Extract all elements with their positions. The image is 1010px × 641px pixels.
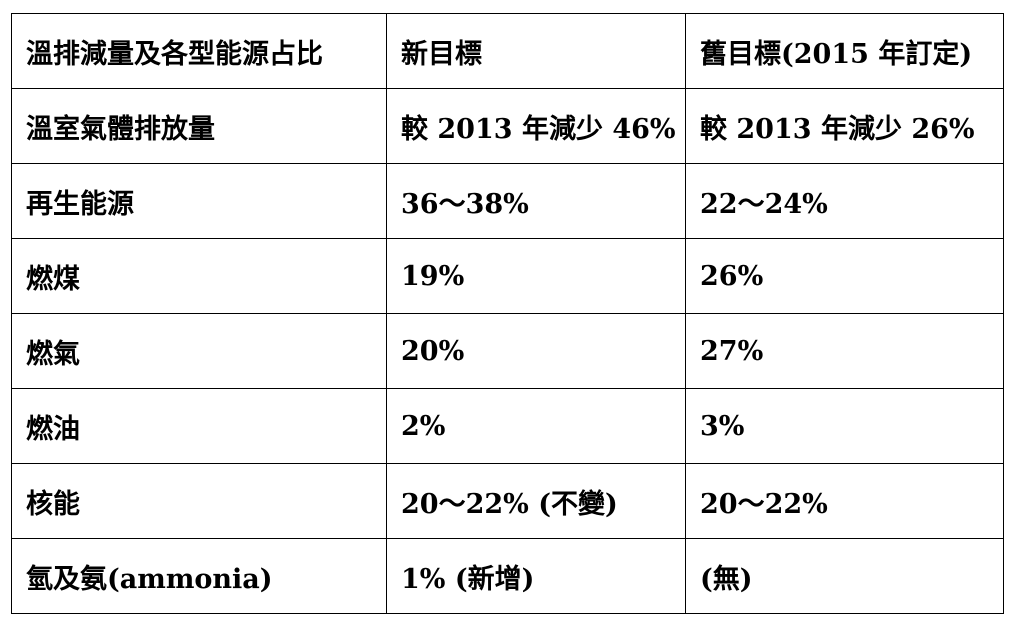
table-row: 燃油 2% 3% — [11, 388, 1004, 464]
row-label: 再生能源 — [11, 163, 387, 239]
old-target-value: 26% — [685, 238, 1004, 314]
row-label: 溫室氣體排放量 — [11, 88, 387, 164]
table-row: 燃煤 19% 26% — [11, 238, 1004, 314]
row-label: 燃氣 — [11, 313, 387, 389]
old-target-value: 20～22% — [685, 463, 1004, 539]
old-target-value: 22～24% — [685, 163, 1004, 239]
table-row: 燃氣 20% 27% — [11, 313, 1004, 389]
row-label: 燃煤 — [11, 238, 387, 314]
new-target-value: 較 2013 年減少 46% — [386, 88, 686, 164]
old-target-value: 3% — [685, 388, 1004, 464]
header-new-target: 新目標 — [386, 13, 686, 89]
new-target-value: 1% (新增) — [386, 538, 686, 614]
new-target-value: 2% — [386, 388, 686, 464]
row-label: 燃油 — [11, 388, 387, 464]
table-row: 再生能源 36～38% 22～24% — [11, 163, 1004, 239]
old-target-value: 較 2013 年減少 26% — [685, 88, 1004, 164]
new-target-value: 20～22% (不變) — [386, 463, 686, 539]
new-target-value: 36～38% — [386, 163, 686, 239]
table-row: 溫室氣體排放量 較 2013 年減少 46% 較 2013 年減少 26% — [11, 88, 1004, 164]
row-label: 氫及氨(ammonia) — [11, 538, 387, 614]
table-header-row: 溫排減量及各型能源占比 新目標 舊目標(2015 年訂定) — [11, 13, 1004, 89]
old-target-value: 27% — [685, 313, 1004, 389]
table-row: 核能 20～22% (不變) 20～22% — [11, 463, 1004, 539]
new-target-value: 19% — [386, 238, 686, 314]
header-old-target: 舊目標(2015 年訂定) — [685, 13, 1004, 89]
new-target-value: 20% — [386, 313, 686, 389]
row-label: 核能 — [11, 463, 387, 539]
header-category: 溫排減量及各型能源占比 — [11, 13, 387, 89]
table-row: 氫及氨(ammonia) 1% (新增) (無) — [11, 538, 1004, 614]
old-target-value: (無) — [685, 538, 1004, 614]
energy-targets-table: 溫排減量及各型能源占比 新目標 舊目標(2015 年訂定) 溫室氣體排放量 較 … — [11, 13, 1004, 614]
